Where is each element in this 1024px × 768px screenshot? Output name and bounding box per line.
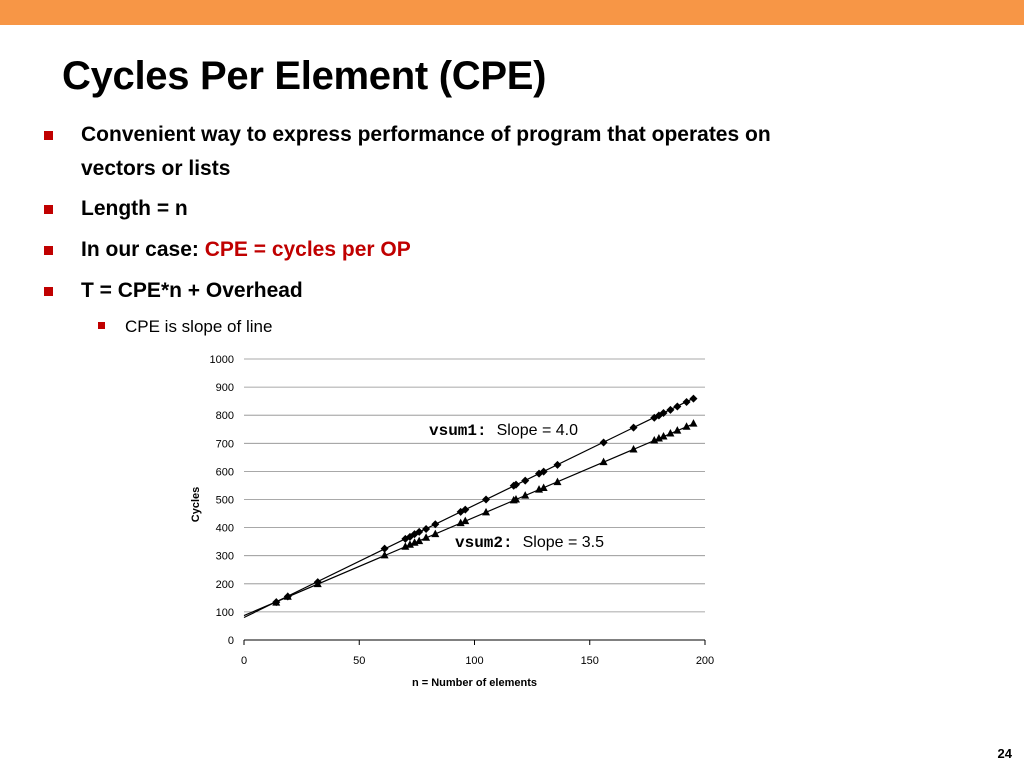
x-tick-label: 150	[581, 655, 599, 667]
bullet-text: T = CPE*n + Overhead	[81, 279, 303, 302]
data-point-vsum1	[482, 495, 491, 504]
y-tick-label: 200	[216, 579, 234, 591]
data-point-vsum2	[511, 495, 520, 503]
series-name: vsum2:	[455, 534, 513, 552]
data-point-vsum2	[283, 592, 292, 600]
bullet-text-continued: vectors or lists	[81, 157, 231, 180]
y-tick-label: 400	[216, 523, 234, 535]
data-point-vsum1	[629, 423, 638, 432]
data-point-vsum2	[553, 477, 562, 486]
data-point-vsum2	[673, 426, 682, 434]
y-tick-label: 1000	[210, 354, 234, 366]
data-point-vsum2	[415, 536, 424, 545]
data-point-vsum1	[461, 505, 470, 514]
data-point-vsum1	[422, 525, 431, 534]
data-point-vsum2	[401, 542, 410, 550]
data-point-vsum1	[521, 476, 530, 485]
y-tick-label: 600	[216, 466, 234, 478]
bullet-highlight: CPE = cycles per OP	[204, 238, 411, 261]
data-point-vsum2	[666, 428, 675, 437]
square-sub-bullet-icon	[98, 322, 105, 329]
y-tick-label: 300	[216, 551, 234, 563]
series-annotation-vsum1: vsum1: Slope = 4.0	[429, 422, 578, 440]
data-point-vsum2	[380, 550, 389, 559]
series-annotation-vsum2: vsum2: Slope = 3.5	[455, 534, 604, 552]
data-point-vsum1	[682, 397, 691, 406]
bullet-item: Convenient way to express performance of…	[44, 118, 951, 186]
data-point-vsum1	[380, 544, 389, 553]
y-tick-label: 100	[216, 607, 234, 619]
series-name: vsum1:	[429, 422, 487, 440]
slide-title: Cycles Per Element (CPE)	[62, 54, 547, 98]
data-point-vsum2	[521, 491, 530, 499]
y-tick-label: 700	[216, 438, 234, 450]
slope-label: Slope = 4.0	[497, 422, 579, 439]
data-point-vsum2	[654, 434, 663, 442]
y-tick-label: 0	[228, 635, 234, 647]
data-point-vsum2	[629, 444, 638, 453]
data-point-vsum1	[689, 394, 698, 403]
data-point-vsum2	[650, 435, 659, 444]
data-point-vsum2	[431, 529, 440, 538]
data-point-vsum1	[659, 408, 668, 417]
data-point-vsum1	[673, 402, 682, 411]
bullet-item: Length = n	[44, 192, 951, 226]
data-point-vsum2	[405, 540, 414, 548]
data-point-vsum2	[659, 432, 668, 440]
data-point-vsum2	[689, 419, 698, 427]
accent-bar	[0, 0, 1024, 25]
data-point-vsum1	[599, 438, 608, 447]
bullet-item: T = CPE*n + Overhead	[44, 274, 951, 308]
sub-bullet-item: CPE is slope of line	[98, 316, 273, 338]
x-tick-label: 100	[465, 655, 483, 667]
y-tick-label: 800	[216, 410, 234, 422]
bullet-item: In our case: CPE = cycles per OP	[44, 233, 951, 267]
y-axis-title: Cycles	[190, 487, 202, 522]
y-tick-label: 900	[216, 382, 234, 394]
data-point-vsum2	[682, 422, 691, 430]
x-tick-label: 200	[696, 655, 714, 667]
bullet-text: In our case:	[81, 238, 205, 261]
data-point-vsum2	[422, 533, 431, 541]
bullet-text: Convenient way to express performance of…	[81, 123, 771, 146]
data-point-vsum2	[456, 518, 465, 527]
x-axis-title: n = Number of elements	[412, 677, 537, 689]
data-point-vsum2	[599, 457, 608, 466]
y-tick-label: 500	[216, 495, 234, 507]
data-point-vsum2	[482, 507, 491, 516]
data-point-vsum1	[666, 405, 675, 414]
square-bullet-icon	[44, 246, 53, 255]
square-bullet-icon	[44, 287, 53, 296]
data-point-vsum2	[272, 598, 281, 606]
slope-label: Slope = 3.5	[523, 534, 605, 551]
sub-bullet-text: CPE is slope of line	[125, 317, 273, 336]
square-bullet-icon	[44, 131, 53, 140]
data-point-vsum1	[511, 480, 520, 489]
slide-number: 24	[997, 746, 1012, 761]
data-point-vsum2	[539, 483, 548, 491]
fit-line-vsum2	[243, 423, 694, 617]
square-bullet-icon	[44, 205, 53, 214]
x-tick-label: 50	[353, 655, 365, 667]
data-point-vsum1	[539, 467, 548, 476]
data-point-vsum1	[553, 460, 562, 469]
bullet-text: Length = n	[81, 197, 188, 220]
data-point-vsum2	[461, 516, 470, 525]
x-tick-label: 0	[241, 655, 247, 667]
data-point-vsum1	[431, 520, 440, 529]
data-point-vsum2	[313, 579, 322, 588]
data-point-vsum1	[415, 527, 424, 536]
